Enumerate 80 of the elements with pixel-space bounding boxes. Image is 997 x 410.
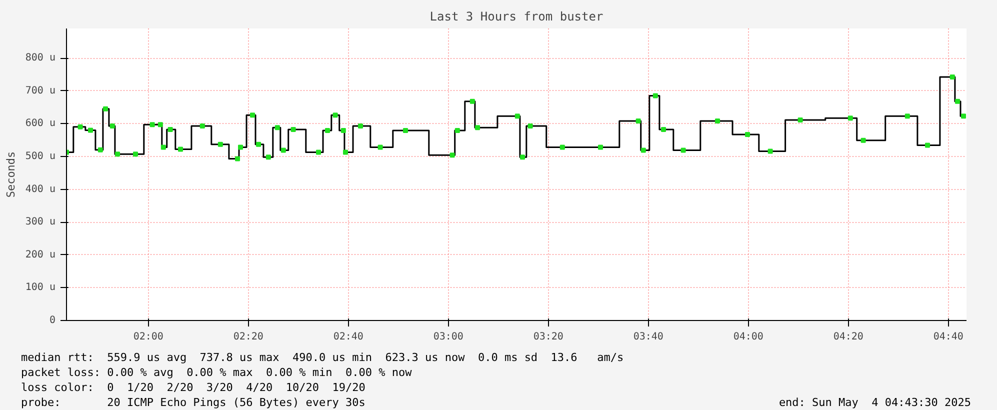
- point: [168, 127, 173, 132]
- point: [403, 128, 408, 134]
- point: [274, 125, 280, 130]
- point: [238, 144, 243, 150]
- point: [150, 122, 155, 128]
- y-tick-label: 500 u: [25, 150, 56, 162]
- point: [235, 156, 240, 162]
- text: loss color: 0 1/20 2/20 3/20 4/20 10/20 19/20: [21, 380, 366, 395]
- point: [745, 132, 750, 137]
- point: [250, 112, 255, 118]
- point: [266, 154, 271, 160]
- point: [316, 150, 321, 155]
- point: [256, 142, 261, 147]
- point: [78, 124, 83, 130]
- point: [98, 147, 103, 152]
- point: [640, 148, 646, 153]
- point: [636, 118, 641, 124]
- point: [955, 98, 960, 104]
- point: [860, 138, 866, 143]
- x-tick-label: 03:00: [433, 332, 464, 342]
- x-tick-label: 02:20: [233, 332, 264, 342]
- point: [290, 127, 296, 132]
- y-tick-label: 600 u: [25, 118, 56, 130]
- point: [378, 144, 383, 150]
- y-tick-label: 200 u: [25, 249, 56, 260]
- text: probe: 20 ICMP Echo Pings (56 Bytes) every 30s: [21, 395, 366, 410]
- x-tick-label: 04:40: [933, 332, 964, 342]
- point: [450, 152, 455, 158]
- point: [528, 123, 533, 128]
- point: [652, 93, 658, 98]
- point: [103, 106, 108, 112]
- point: [133, 152, 138, 157]
- x-tick-label: 02:00: [133, 332, 164, 342]
- y-tick-label: 400 u: [25, 184, 56, 195]
- point: [798, 118, 803, 123]
- point: [514, 114, 520, 119]
- point: [332, 112, 338, 118]
- point: [661, 127, 666, 132]
- point: [280, 148, 286, 153]
- point: [358, 123, 363, 128]
- point: [454, 128, 460, 134]
- point: [88, 128, 93, 133]
- point: [160, 144, 166, 150]
- text: packet loss: 0.00 % avg 0.00 % max 0.00 % min 0.00 % now: [21, 365, 413, 380]
- point: [470, 98, 475, 104]
- y-tick-label: 800 u: [25, 52, 56, 64]
- text: end: Sun May 4 04:43:30 2025: [778, 395, 971, 410]
- text: median rtt: 559.9 us avg 737.8 us max 490.0 us min 623.3 us now 0.0 ms sd 13.6 am/s: [21, 350, 625, 365]
- point: [340, 128, 346, 134]
- point: [904, 114, 910, 119]
- point: [115, 152, 120, 157]
- point: [200, 123, 205, 128]
- x-tick-label: 03:20: [533, 332, 564, 342]
- point: [475, 125, 480, 130]
- point: [218, 142, 223, 147]
- point: [178, 146, 183, 152]
- point: [680, 148, 686, 153]
- point: [110, 123, 115, 128]
- point: [325, 128, 330, 134]
- point: [158, 122, 163, 128]
- point: [950, 74, 955, 80]
- y-tick-label: 0: [49, 315, 56, 326]
- point: [768, 148, 773, 154]
- x-tick-label: 04:00: [733, 332, 764, 342]
- point: [715, 118, 720, 124]
- chart-title: Last 3 Hours from buster: [430, 10, 604, 24]
- y-tick-label: 700 u: [25, 85, 56, 96]
- y-axis-title: Seconds: [4, 151, 18, 198]
- y-tick-label: 100 u: [25, 282, 56, 294]
- x-tick-label: 04:20: [833, 332, 864, 342]
- x-tick-label: 02:40: [333, 332, 364, 342]
- point: [925, 142, 930, 148]
- point: [520, 154, 525, 160]
- point: [343, 150, 348, 155]
- x-tick-label: 03:40: [633, 332, 664, 342]
- point: [961, 114, 966, 119]
- y-tick-label: 300 u: [25, 216, 56, 228]
- point: [848, 116, 853, 121]
- point: [598, 144, 603, 150]
- point: [560, 144, 565, 150]
